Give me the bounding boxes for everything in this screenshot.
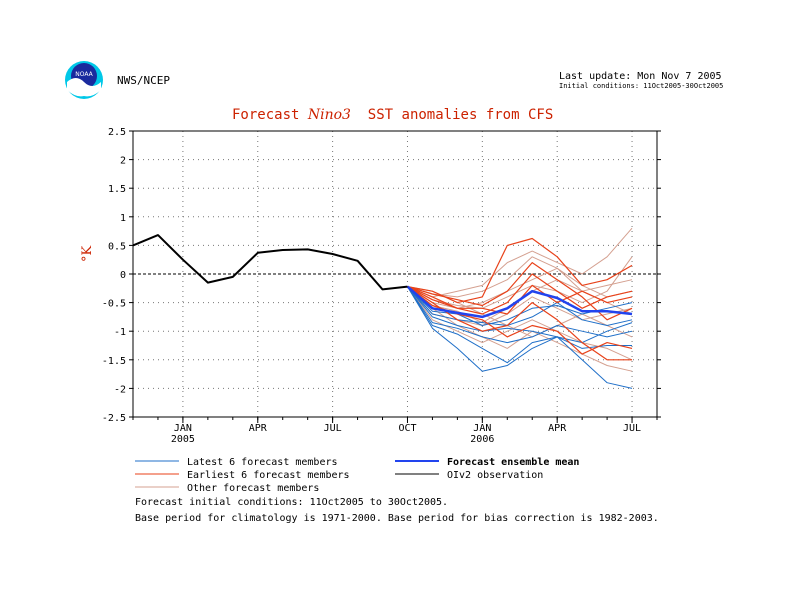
- legend-other-label: Other forecast members: [187, 483, 319, 494]
- earliest-member-line: [407, 262, 633, 321]
- legend-earliest-label: Earliest 6 forecast members: [187, 470, 350, 481]
- x-tick-label: OCT: [398, 423, 416, 434]
- observation-line: [132, 234, 408, 291]
- other-member-line: [407, 267, 633, 309]
- x-tick-label: JUL: [623, 423, 641, 434]
- y-tick-label: -2: [114, 384, 126, 395]
- legend-observation-label: OIv2 observation: [447, 470, 543, 481]
- last-update: Last update: Mon Nov 7 2005: [559, 71, 722, 82]
- other-member-line: [407, 227, 633, 298]
- chart-title-post: SST anomalies from CFS: [350, 107, 554, 123]
- x-tick-label: JAN: [174, 423, 192, 434]
- x-tick-label: APR: [548, 423, 567, 434]
- chart-title-pre: Forecast: [232, 107, 308, 123]
- x-tick-label: JAN: [473, 423, 491, 434]
- y-tick-label: 2: [120, 156, 126, 167]
- y-tick-label: 2.5: [108, 127, 126, 138]
- latest-member-line: [407, 286, 632, 364]
- y-tick-label: -2.5: [102, 413, 126, 424]
- x-tick-sublabel: 2006: [470, 434, 494, 445]
- legend-mean-label: Forecast ensemble mean: [447, 457, 579, 468]
- noaa-logo-text: NOAA: [75, 71, 93, 78]
- legend-latest-label: Latest 6 forecast members: [187, 457, 338, 468]
- footer-base-period: Base period for climatology is 1971-2000…: [135, 513, 659, 524]
- footer-initial-conditions: Forecast initial conditions: 11Oct2005 t…: [135, 497, 449, 508]
- y-tick-label: -0.5: [102, 299, 126, 310]
- y-tick-label: 0: [120, 270, 126, 281]
- latest-member-line: [407, 286, 633, 344]
- noaa-logo: NOAA: [64, 60, 104, 100]
- y-tick-label: 0.5: [108, 241, 126, 252]
- chart-title-region: Nino3: [307, 107, 351, 123]
- x-tick-sublabel: 2005: [171, 434, 195, 445]
- x-tick-label: APR: [249, 423, 268, 434]
- latest-member-line: [407, 286, 633, 326]
- y-tick-label: -1.5: [102, 356, 126, 367]
- chart-title: Forecast Nino3 SST anomalies from CFS: [232, 107, 553, 123]
- initial-conditions-small: Initial conditions: 11Oct2005-30Oct2005: [559, 82, 724, 90]
- y-tick-label: 1.5: [108, 184, 126, 195]
- y-tick-label: -1: [114, 327, 126, 338]
- x-tick-label: JUL: [324, 423, 342, 434]
- earliest-member-line: [407, 273, 633, 315]
- ensemble-mean-line: [406, 285, 633, 319]
- org-name: NWS/NCEP: [117, 74, 170, 87]
- latest-member-line: [407, 286, 633, 344]
- latest-member-line: [407, 286, 633, 389]
- y-tick-label: 1: [120, 213, 126, 224]
